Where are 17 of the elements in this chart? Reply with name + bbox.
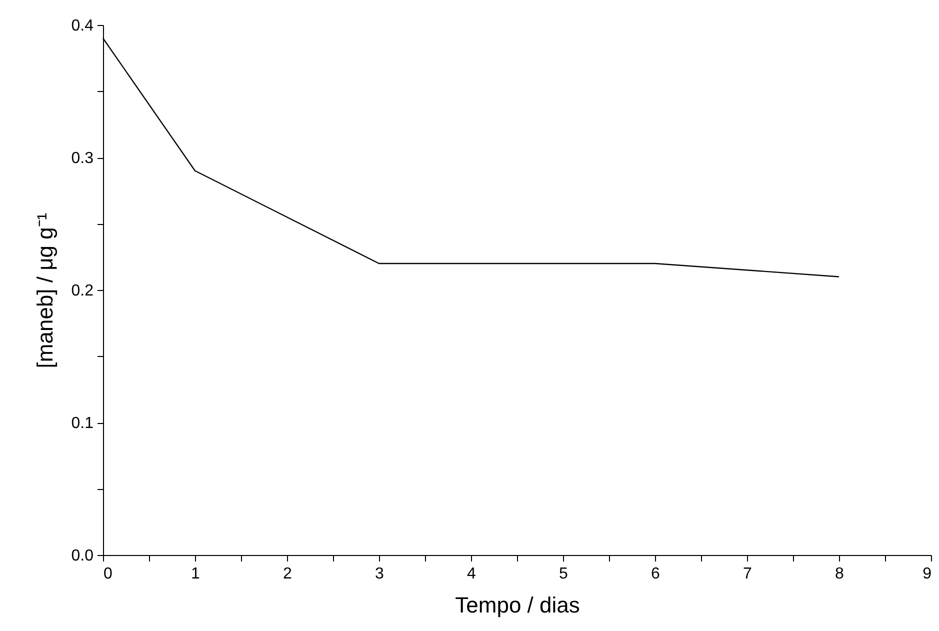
x-tick-label: 5 [559, 566, 568, 582]
x-tick-label: 8 [835, 566, 844, 582]
x-tick-label: 9 [922, 566, 932, 582]
y-axis-title: [maneb] / μg g⁻¹ [32, 212, 58, 368]
x-tick-label: 0 [104, 566, 112, 582]
x-tick-label: 6 [651, 566, 660, 582]
x-tick-label: 3 [375, 566, 384, 582]
x-tick-label: 7 [743, 566, 752, 582]
y-tick-label: 0.2 [71, 282, 94, 300]
x-tick-label: 4 [467, 566, 476, 582]
y-tick-label: 0.1 [71, 415, 94, 432]
x-tick-label: 2 [283, 566, 292, 582]
y-tick-label: 0.0 [71, 548, 94, 564]
x-axis-title: Tempo / dias [455, 592, 580, 618]
y-tick-label: 0.4 [71, 18, 94, 34]
y-tick-label: 0.3 [71, 150, 94, 167]
x-tick-label: 1 [191, 566, 200, 582]
